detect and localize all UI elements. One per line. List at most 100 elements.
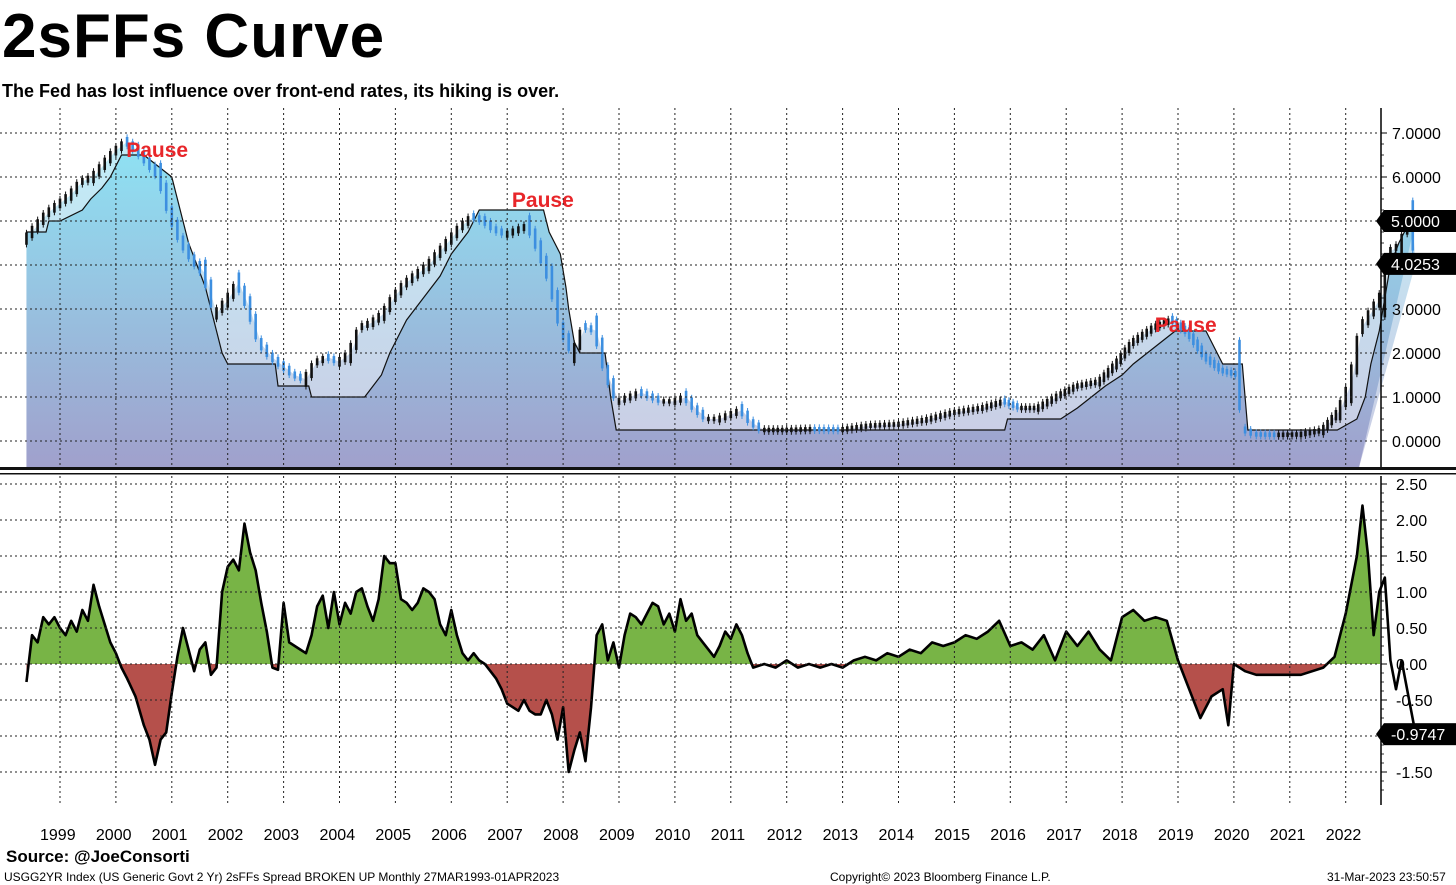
candle-body <box>1171 315 1174 325</box>
candle-body <box>394 289 397 302</box>
candle-body <box>282 361 285 372</box>
candle-body <box>533 228 537 249</box>
candle-body <box>1145 328 1148 337</box>
candle-body <box>595 315 598 347</box>
candle-body <box>799 427 802 432</box>
candle-body <box>181 235 185 251</box>
chart-title: 2sFFs Curve <box>2 2 386 71</box>
y-tick-label: 7.0000 <box>1392 126 1441 143</box>
candle-body <box>934 414 938 421</box>
timestamp: 31-Mar-2023 23:50:57 <box>1327 870 1446 884</box>
candle-body <box>948 410 952 417</box>
y-tick-label: 6.0000 <box>1392 170 1441 187</box>
x-tick-label: 2010 <box>655 827 691 844</box>
candle-body <box>287 365 291 376</box>
candle-body <box>656 395 660 403</box>
candle-body <box>662 399 666 404</box>
candle-body <box>477 215 481 223</box>
candle-body <box>1015 403 1019 410</box>
candle-body <box>589 325 593 333</box>
candle-body <box>1304 430 1307 437</box>
x-tick-label: 2007 <box>487 827 523 844</box>
candle-body <box>1394 243 1398 251</box>
candle-body <box>466 216 470 226</box>
candle-body <box>985 403 989 410</box>
candle-body <box>892 422 896 427</box>
candle-body <box>1268 432 1271 437</box>
candle-body <box>1136 334 1140 343</box>
x-tick-label: 2020 <box>1214 827 1250 844</box>
candle-body <box>584 323 587 331</box>
fed-funds-last-value: 5.0000 <box>1391 214 1440 231</box>
candle-body <box>1217 363 1220 372</box>
candle-body <box>1259 432 1263 437</box>
candle-body <box>1334 409 1338 421</box>
candle-body <box>215 307 218 320</box>
candle-body <box>929 415 933 422</box>
spread-last-value: -0.9747 <box>1391 727 1445 744</box>
candle-body <box>1326 419 1329 431</box>
candle-body <box>231 283 235 299</box>
candle-body <box>1071 384 1075 392</box>
candle-body <box>925 416 928 423</box>
candle-body <box>327 353 330 361</box>
candle-body <box>600 337 604 369</box>
candle-body <box>827 427 830 432</box>
candle-body <box>511 228 515 236</box>
candle-body <box>831 427 835 432</box>
candle-body <box>767 427 771 433</box>
y-tick-label: 1.50 <box>1396 549 1427 566</box>
candle-body <box>1299 431 1303 438</box>
candle-body <box>433 252 436 265</box>
candle-body <box>1208 356 1212 365</box>
pause-annotation: Pause <box>512 189 574 212</box>
candle-body <box>976 406 979 412</box>
candle-body <box>998 399 1002 406</box>
fed-funds-last-value-pointer <box>1376 210 1384 232</box>
candle-body <box>1149 325 1153 334</box>
candle-body <box>707 416 710 422</box>
candle-body <box>1123 347 1127 359</box>
candle-body <box>360 323 364 331</box>
candle-body <box>1119 353 1123 364</box>
candle-body <box>500 228 503 236</box>
candle-body <box>617 397 621 405</box>
candle-body <box>1200 345 1204 358</box>
y-tick-label: 0.0000 <box>1392 434 1441 451</box>
x-tick-label: 2022 <box>1326 827 1362 844</box>
candle-body <box>271 352 274 363</box>
candle-body <box>489 220 492 231</box>
candle-body <box>757 422 761 431</box>
candle-body <box>915 418 919 424</box>
y-tick-label: 0.50 <box>1396 621 1427 638</box>
candle-body <box>192 254 196 267</box>
candle-body <box>1007 399 1011 407</box>
candle-body <box>1063 389 1067 397</box>
candle-body <box>109 151 112 164</box>
y-tick-label: 1.0000 <box>1392 390 1441 407</box>
candle-body <box>1011 401 1015 408</box>
candle-body <box>1338 400 1342 421</box>
candle-body <box>47 207 51 218</box>
y-tick-label: 0.00 <box>1396 657 1427 674</box>
x-tick-label: 2012 <box>767 827 803 844</box>
candle-body <box>1295 432 1298 437</box>
candle-body <box>771 427 775 433</box>
candle-body <box>114 145 118 156</box>
candle-body <box>1229 369 1233 376</box>
candle-body <box>1050 396 1053 404</box>
candle-body <box>41 212 45 225</box>
candle-body <box>125 136 129 147</box>
candle-body <box>276 356 280 367</box>
candle-body <box>545 255 548 279</box>
candle-body <box>1330 414 1334 426</box>
candle-body <box>556 290 559 324</box>
x-tick-label: 2019 <box>1158 827 1194 844</box>
candle-body <box>1277 432 1280 438</box>
candle-body <box>1196 339 1199 352</box>
pause-annotation: Pause <box>126 139 188 162</box>
y-tick-label: 1.00 <box>1396 585 1427 602</box>
candle-body <box>254 313 257 340</box>
candle-body <box>483 216 487 226</box>
candle-body <box>455 225 459 239</box>
